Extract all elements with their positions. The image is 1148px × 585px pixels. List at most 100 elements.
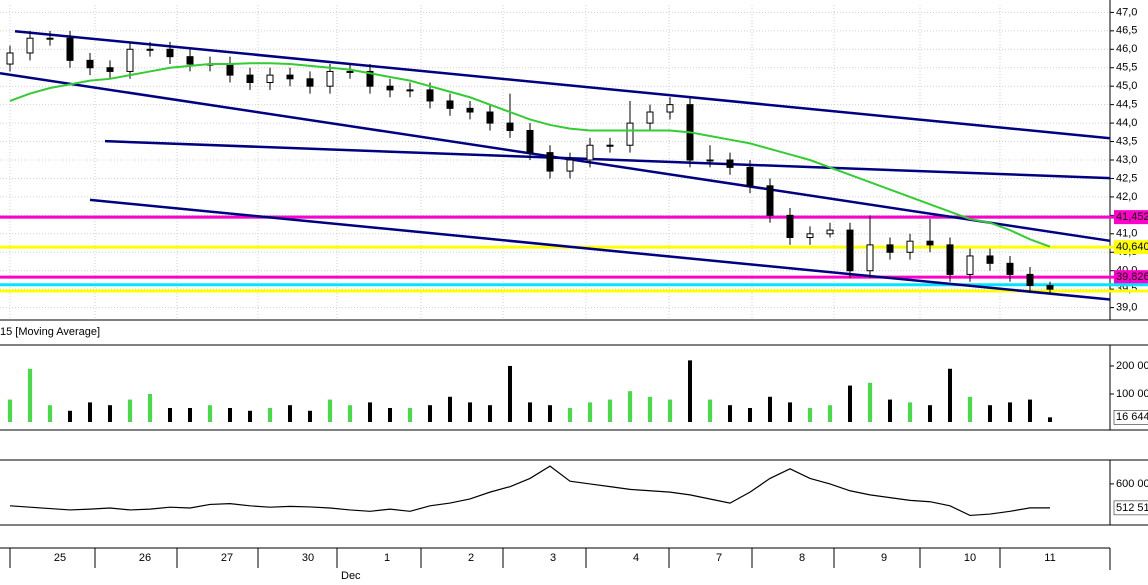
trend-line [14, 29, 1111, 140]
candle-body [406, 89, 414, 92]
candle-body [66, 37, 74, 61]
candle-body [906, 240, 914, 253]
candle-body [426, 89, 434, 102]
volume-bar [728, 405, 732, 422]
level-label-box [1114, 240, 1148, 255]
value-label-box [1113, 410, 1148, 425]
candle-body [166, 48, 174, 58]
moving-average [9, 62, 1051, 248]
candle-body [326, 70, 334, 87]
volume-bar [688, 360, 692, 422]
candle-body [606, 144, 614, 147]
candle-body [846, 229, 854, 272]
volume-bar [68, 410, 72, 422]
y-tick-label: 39,0 [1116, 302, 1137, 314]
candle-body [966, 255, 974, 275]
y-tick-label: 43,5 [1116, 135, 1137, 147]
volume-bar [168, 407, 172, 422]
volume-bar [388, 407, 392, 422]
candle-body [26, 37, 34, 54]
candle-body [286, 74, 294, 80]
panel-title: 15 [Moving Average] [0, 326, 100, 338]
candle-body [566, 159, 574, 172]
volume-bar [1028, 399, 1032, 422]
candle-body [126, 48, 134, 72]
x-tick-label: 11 [1044, 552, 1055, 564]
volume-bar [128, 399, 132, 422]
volume-bar [828, 405, 832, 422]
value-label-box [1113, 500, 1148, 516]
y-tick-label: 46,5 [1116, 25, 1137, 37]
candle-body [786, 214, 794, 239]
volume-bar [8, 399, 12, 422]
candle-body [366, 70, 374, 87]
volume-bar [448, 396, 452, 422]
y-tick-label: 41,0 [1116, 228, 1137, 240]
y-tick-label: 46,0 [1116, 43, 1137, 55]
x-tick-label: 26 [139, 552, 151, 564]
candle-body [666, 104, 674, 113]
volume-bar [1008, 402, 1012, 422]
candle-body [346, 70, 354, 73]
volume-bar [268, 407, 272, 422]
volume-bar [768, 396, 772, 422]
x-tick-label: 10 [964, 552, 976, 564]
volume-bar [568, 407, 572, 422]
volume-bar [548, 405, 552, 422]
y-tick-label: 600 00 [1116, 478, 1148, 490]
volume-bar [848, 385, 852, 422]
candle-body [986, 255, 994, 264]
volume-bar [528, 402, 532, 422]
candle-body [586, 144, 594, 161]
level-label: 39,826 [1116, 271, 1148, 283]
candle-body [806, 233, 814, 239]
y-tick-label: 100 00 [1116, 388, 1148, 400]
volume-bar [288, 405, 292, 422]
y-tick-label: 43,0 [1116, 154, 1137, 166]
level-label-box [1114, 270, 1148, 285]
volume-bar [648, 396, 652, 422]
volume-bar [988, 405, 992, 422]
candle-body [506, 122, 514, 131]
candle-body [86, 59, 94, 69]
x-tick-label: 27 [221, 552, 233, 564]
candle-body [146, 48, 154, 51]
volume-bar [608, 399, 612, 422]
volume-bar [628, 391, 632, 422]
month-label: Dec [341, 570, 361, 582]
candle-body [826, 229, 834, 235]
x-tick-label: 30 [302, 552, 314, 564]
level-label-box [1114, 210, 1148, 225]
candle-body [386, 85, 394, 91]
volume-bar [868, 382, 872, 422]
volume-bar [408, 407, 412, 422]
y-tick-label: 47,0 [1116, 6, 1137, 18]
x-tick-label: 7 [716, 552, 722, 564]
volume-bar [108, 405, 112, 422]
x-tick-label: 25 [54, 552, 66, 564]
x-tick-label: 9 [881, 552, 887, 564]
y-tick-label: 45,5 [1116, 62, 1137, 74]
candle-body [306, 78, 314, 87]
volume-bar [428, 405, 432, 422]
x-tick-label: 1 [384, 552, 390, 564]
volume-bar [708, 399, 712, 422]
trend-line [104, 139, 1111, 180]
candle-body [746, 166, 754, 187]
volume-bar [208, 405, 212, 422]
oscillator-line [9, 465, 1050, 517]
volume-bar [888, 399, 892, 422]
volume-bar [748, 407, 752, 422]
candle-body [446, 100, 454, 109]
volume-bar [308, 410, 312, 422]
volume-bar [588, 402, 592, 422]
candle-body [526, 129, 534, 154]
x-tick-label: 8 [799, 552, 805, 564]
candle-body [46, 37, 54, 40]
x-tick-label: 2 [468, 552, 474, 564]
value-label: 16 644 [1116, 411, 1148, 423]
candle-body [726, 159, 734, 168]
candle-body [886, 244, 894, 253]
volume-bar [88, 402, 92, 422]
